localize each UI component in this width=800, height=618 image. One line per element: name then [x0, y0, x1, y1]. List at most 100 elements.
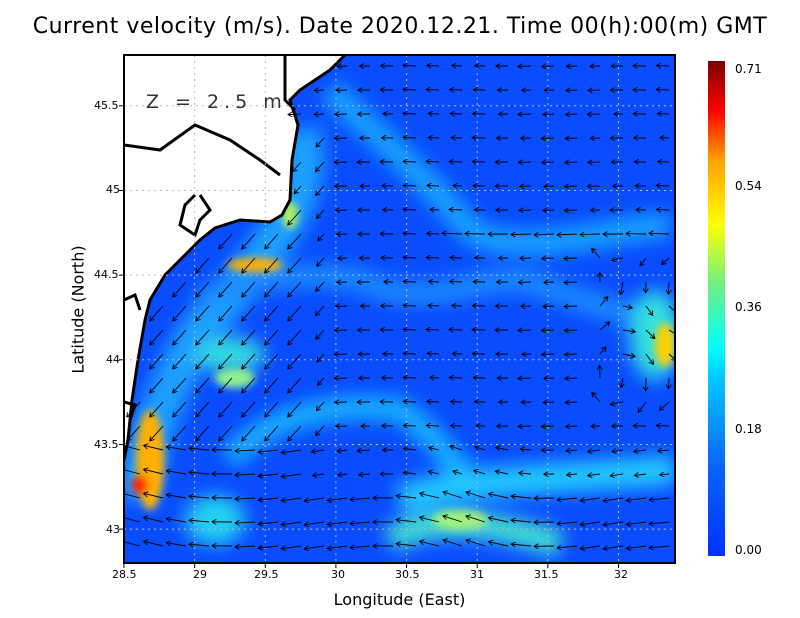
- velocity-arrow: [166, 543, 187, 547]
- velocity-arrow: [288, 209, 302, 225]
- velocity-arrow: [317, 353, 325, 362]
- velocity-arrow: [557, 498, 578, 500]
- velocity-arrow: [235, 474, 256, 475]
- velocity-arrow: [588, 474, 601, 476]
- velocity-arrow: [429, 448, 440, 450]
- velocity-arrow: [173, 305, 187, 321]
- velocity-arrow: [428, 137, 440, 138]
- velocity-arrow: [327, 498, 348, 501]
- velocity-arrow: [242, 353, 256, 369]
- velocity-arrow: [219, 281, 233, 297]
- velocity-arrow: [450, 113, 463, 114]
- colorbar-tick: 0.36: [735, 300, 762, 314]
- velocity-arrow: [466, 540, 486, 547]
- velocity-arrow: [626, 522, 647, 525]
- velocity-arrow: [603, 497, 624, 501]
- velocity-arrow: [242, 329, 256, 345]
- x-tick: 29: [193, 568, 207, 581]
- velocity-arrow: [566, 450, 578, 451]
- velocity-arrow: [219, 329, 233, 345]
- velocity-arrow: [656, 209, 670, 210]
- velocity-arrow: [144, 493, 164, 499]
- velocity-arrow: [403, 137, 417, 138]
- velocity-arrow: [427, 233, 440, 234]
- velocity-arrow: [427, 353, 440, 354]
- velocity-arrow: [288, 281, 302, 297]
- velocity-arrow: [316, 329, 325, 339]
- velocity-arrow: [144, 469, 164, 475]
- velocity-arrow: [599, 297, 608, 307]
- plot-frame: [123, 54, 676, 564]
- depth-label: Z = 2.5 m: [146, 91, 287, 113]
- velocity-arrow: [542, 258, 555, 259]
- velocity-arrow: [189, 544, 210, 546]
- velocity-arrow: [557, 522, 578, 524]
- velocity-arrow: [661, 257, 670, 265]
- velocity-arrow: [565, 402, 578, 403]
- velocity-arrow: [403, 65, 417, 66]
- velocity-arrow: [196, 257, 210, 273]
- velocity-arrow: [511, 496, 532, 498]
- velocity-arrow: [219, 353, 233, 369]
- velocity-arrow: [403, 329, 417, 330]
- velocity-arrow: [580, 522, 601, 525]
- velocity-arrow: [427, 185, 440, 186]
- velocity-arrow: [656, 425, 670, 426]
- velocity-arrow: [317, 257, 325, 266]
- colorbar-tick: 0.00: [735, 543, 762, 557]
- velocity-arrow: [189, 448, 210, 450]
- velocity-arrow: [427, 401, 440, 402]
- velocity-arrow: [543, 114, 555, 115]
- velocity-arrow: [649, 546, 670, 548]
- velocity-arrow: [219, 233, 233, 249]
- tick-marks: [119, 105, 619, 568]
- velocity-arrow: [403, 257, 417, 258]
- velocity-arrow: [258, 522, 279, 524]
- velocity-arrow: [567, 474, 578, 475]
- velocity-arrow: [281, 522, 302, 525]
- velocity-arrow: [288, 114, 302, 115]
- velocity-arrow: [626, 498, 647, 501]
- velocity-arrow: [242, 425, 256, 441]
- velocity-arrow: [668, 305, 675, 315]
- velocity-arrow: [189, 496, 210, 498]
- velocity-arrow: [511, 520, 532, 522]
- velocity-arrow: [621, 377, 623, 388]
- velocity-arrow: [265, 233, 279, 249]
- velocity-arrow: [488, 494, 509, 499]
- velocity-arrow: [443, 492, 463, 499]
- velocity-arrow: [265, 425, 279, 441]
- x-tick: 28.5: [112, 568, 137, 581]
- velocity-arrow: [288, 377, 302, 393]
- velocity-arrow: [318, 233, 325, 241]
- velocity-arrow: [450, 89, 463, 90]
- velocity-arrow: [288, 257, 302, 273]
- x-tick: 32: [614, 568, 628, 581]
- velocity-arrow: [219, 377, 233, 393]
- velocity-arrow: [592, 393, 601, 403]
- velocity-arrow: [542, 354, 555, 355]
- velocity-arrow: [403, 473, 417, 474]
- velocity-arrow: [580, 498, 601, 501]
- velocity-arrow: [420, 541, 440, 547]
- velocity-arrow: [396, 496, 417, 498]
- velocity-arrow: [428, 281, 440, 282]
- velocity-arrow: [645, 353, 653, 364]
- y-axis-label: Latitude (North): [68, 245, 88, 374]
- velocity-arrow: [124, 445, 141, 451]
- velocity-arrow: [541, 426, 555, 427]
- velocity-arrow: [626, 546, 647, 549]
- velocity-arrow: [242, 401, 256, 417]
- velocity-arrow: [564, 258, 578, 259]
- velocity-arrow: [645, 329, 655, 338]
- land: [124, 55, 345, 460]
- velocity-arrow: [564, 210, 578, 211]
- velocity-arrow: [426, 329, 440, 330]
- velocity-arrow: [466, 516, 486, 523]
- velocity-arrow: [475, 447, 486, 450]
- velocity-arrow: [603, 521, 624, 525]
- velocity-arrow: [403, 89, 417, 90]
- velocity-arrow: [258, 450, 279, 452]
- velocity-arrow: [649, 498, 670, 500]
- velocity-arrow: [166, 519, 187, 523]
